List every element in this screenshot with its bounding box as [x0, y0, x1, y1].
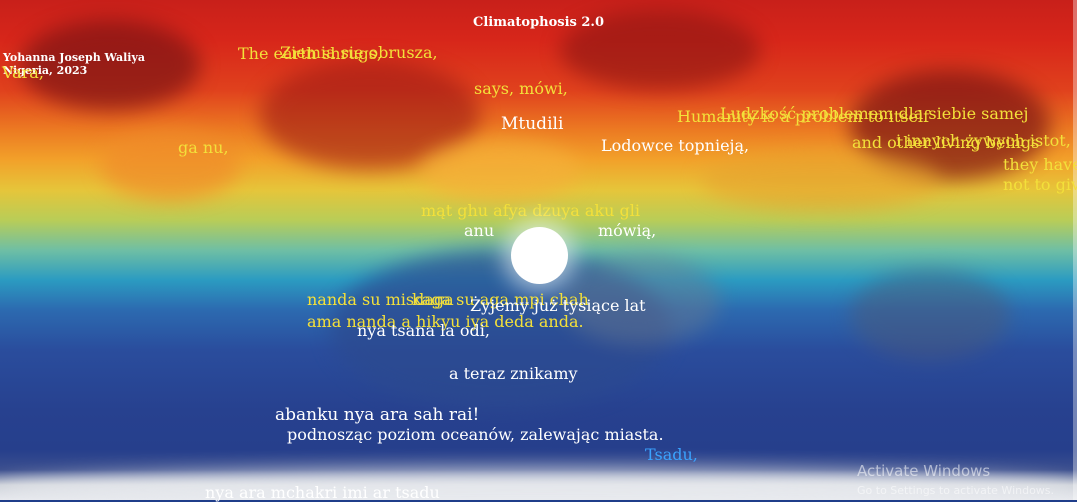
line-podnoszac: podnosząc poziom oceanów, zalewając mias…	[287, 426, 664, 444]
line-nya-ara-mchakri: nya ara mchakri imi ar tsadu	[205, 484, 440, 502]
line-says-mowi: says, mówi,	[474, 80, 568, 98]
line-abanku: abanku nya ara sah rai!	[275, 406, 479, 425]
line-they-have: they have	[1003, 156, 1077, 174]
activate-windows-title: Activate Windows	[857, 462, 1054, 480]
line-tsadu: Tsadu,	[645, 446, 698, 464]
line-a-teraz: a teraz znikamy	[449, 365, 578, 383]
line-ziemia-sie-obrusza: Ziemia się obrusza,	[280, 44, 438, 62]
activate-windows-watermark: Activate Windows Go to Settings to activ…	[857, 462, 1054, 497]
line-mui-fulani: mąt ghu afya dzuya aku gli	[421, 202, 640, 220]
line-anu: anu	[464, 222, 494, 240]
line-vara: Vara,	[2, 64, 44, 82]
line-lodowce-topnieja: Lodowce topnieją,	[601, 137, 749, 155]
line-not-to-give: not to give	[1003, 176, 1077, 194]
line-ga-nu: ga nu,	[178, 139, 229, 157]
line-mowia: mówią,	[598, 222, 656, 240]
activate-windows-subtitle: Go to Settings to activate Windows.	[857, 484, 1054, 497]
line-i-innych-istot: i innych żywych istot,	[896, 132, 1071, 150]
line-mtudili: Mtudili	[501, 115, 563, 134]
poem-title: Climatophosis 2.0	[0, 16, 1077, 30]
line-ludzkosc-problem: Ludzkość problemem dla siebie samej	[720, 105, 1028, 123]
sun-glow	[511, 227, 568, 284]
line-nya-tsana: nya tsana la odi,	[357, 322, 490, 340]
